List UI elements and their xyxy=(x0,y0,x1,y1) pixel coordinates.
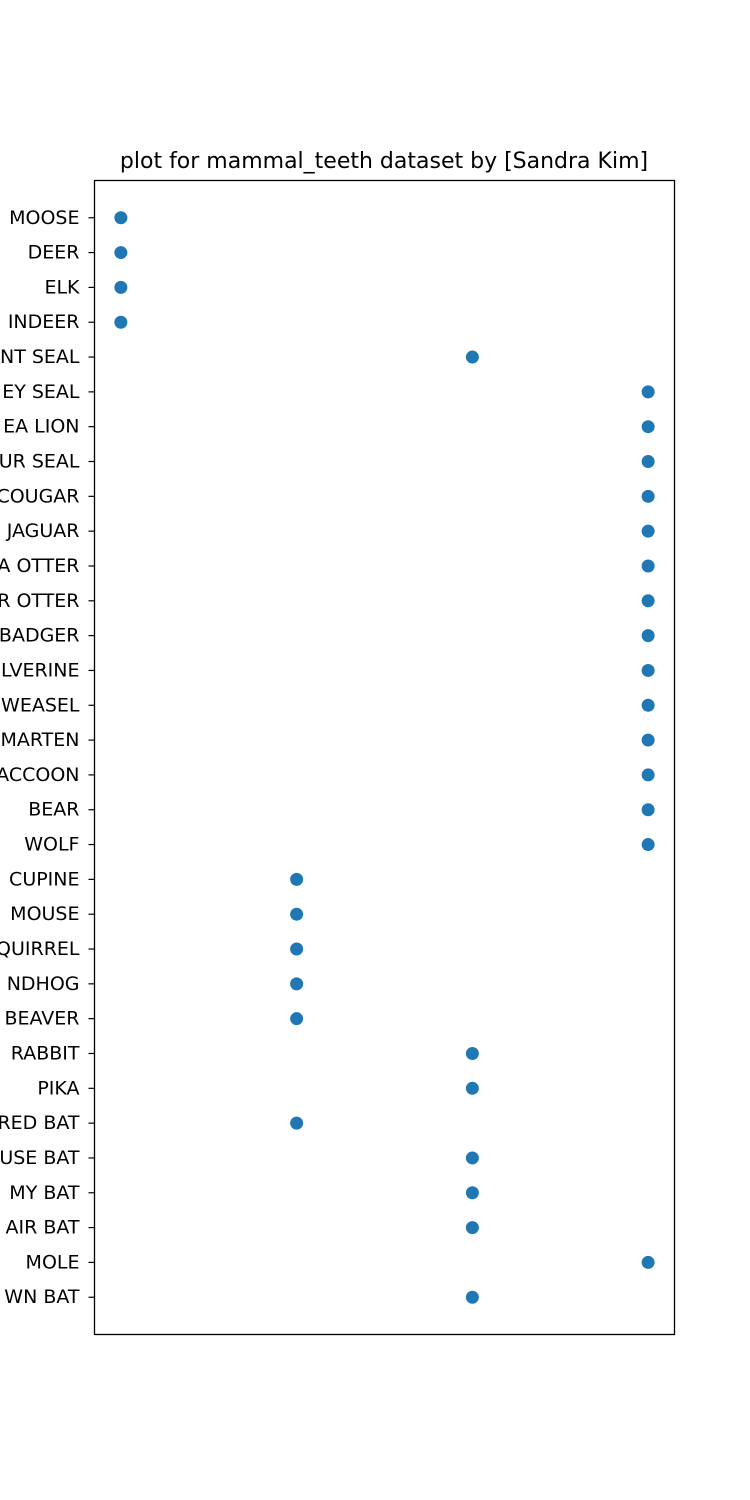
data-point-moose xyxy=(114,211,128,225)
y-tick-label-marten: MARTEN xyxy=(0,729,79,751)
y-tick-label-sea-otter: A OTTER xyxy=(0,555,80,577)
data-point-elephant-seal xyxy=(465,350,479,364)
data-point-house-bat xyxy=(465,1151,479,1165)
y-tick-label-pika: PIKA xyxy=(37,1077,79,1099)
y-tick-label-silver-hair-bat: AIR BAT xyxy=(5,1217,79,1239)
y-tick-label-reindeer: INDEER xyxy=(8,311,80,333)
data-point-red-bat xyxy=(290,1116,304,1130)
data-point-wolverine xyxy=(641,663,655,677)
data-point-raccoon xyxy=(641,768,655,782)
y-tick-label-rabbit: RABBIT xyxy=(11,1042,80,1064)
y-tick-label-red-bat: RED BAT xyxy=(0,1112,80,1134)
y-tick-label-house-bat: USE BAT xyxy=(0,1147,80,1169)
data-point-river-otter xyxy=(641,594,655,608)
y-tick-label-wolverine: LVERINE xyxy=(1,659,80,681)
y-tick-label-badger: BADGER xyxy=(0,625,80,647)
y-tick-label-house-mouse: MOUSE xyxy=(10,903,79,925)
y-tick-label-cougar: COUGAR xyxy=(0,485,80,507)
data-point-pika xyxy=(465,1081,479,1095)
data-point-deer xyxy=(114,246,128,260)
y-tick-label-groundhog: NDHOG xyxy=(7,973,80,995)
data-point-porcupine xyxy=(290,872,304,886)
y-tick-label-elephant-seal: NT SEAL xyxy=(0,346,80,368)
y-axis-ticks: WN BAT MOLE AIR BAT MY BAT USE BAT RED BAT PIK… xyxy=(0,207,95,1308)
y-tick-label-pigmy-bat: MY BAT xyxy=(9,1182,80,1204)
data-points xyxy=(114,211,655,1304)
data-point-sea-lion xyxy=(641,420,655,434)
y-tick-label-gray-squirrel: QUIRREL xyxy=(0,938,80,960)
y-tick-label-beaver: BEAVER xyxy=(4,1008,79,1030)
y-tick-label-deer: DEER xyxy=(28,242,80,264)
y-tick-label-mole: MOLE xyxy=(26,1251,80,1273)
data-point-cougar xyxy=(641,489,655,503)
y-tick-label-jaguar: JAGUAR xyxy=(6,520,80,542)
data-point-brown-bat xyxy=(465,1290,479,1304)
y-tick-label-fur-seal: UR SEAL xyxy=(0,451,80,473)
data-point-grey-seal xyxy=(641,385,655,399)
data-point-groundhog xyxy=(290,977,304,991)
data-point-jaguar xyxy=(641,524,655,538)
y-tick-label-wolf: WOLF xyxy=(24,834,79,856)
data-point-mole xyxy=(641,1255,655,1269)
data-point-beaver xyxy=(290,1012,304,1026)
data-point-pigmy-bat xyxy=(465,1186,479,1200)
data-point-reindeer xyxy=(114,315,128,329)
data-point-rabbit xyxy=(465,1046,479,1060)
data-point-badger xyxy=(641,629,655,643)
data-point-wolf xyxy=(641,838,655,852)
data-point-gray-squirrel xyxy=(290,942,304,956)
y-tick-label-moose: MOOSE xyxy=(9,207,79,229)
y-tick-label-river-otter: R OTTER xyxy=(0,590,80,612)
y-tick-label-raccoon: ACCOON xyxy=(0,764,80,786)
y-tick-label-grey-seal: EY SEAL xyxy=(2,381,80,403)
y-tick-label-elk: ELK xyxy=(44,276,80,298)
y-tick-label-weasel: WEASEL xyxy=(1,694,80,716)
y-tick-label-bear: BEAR xyxy=(28,799,79,821)
data-point-silver-hair-bat xyxy=(465,1221,479,1235)
y-tick-label-porcupine: CUPINE xyxy=(9,868,79,890)
data-point-house-mouse xyxy=(290,907,304,921)
data-point-bear xyxy=(641,803,655,817)
y-tick-label-brown-bat: WN BAT xyxy=(4,1286,80,1308)
plot-frame xyxy=(93,179,676,1336)
y-tick-label-sea-lion: EA LION xyxy=(3,416,79,438)
data-point-fur-seal xyxy=(641,455,655,469)
data-point-marten xyxy=(641,733,655,747)
data-point-elk xyxy=(114,280,128,294)
chart-title: plot for mammal_teeth dataset by [Sandra… xyxy=(120,149,648,174)
data-point-sea-otter xyxy=(641,559,655,573)
data-point-weasel xyxy=(641,698,655,712)
